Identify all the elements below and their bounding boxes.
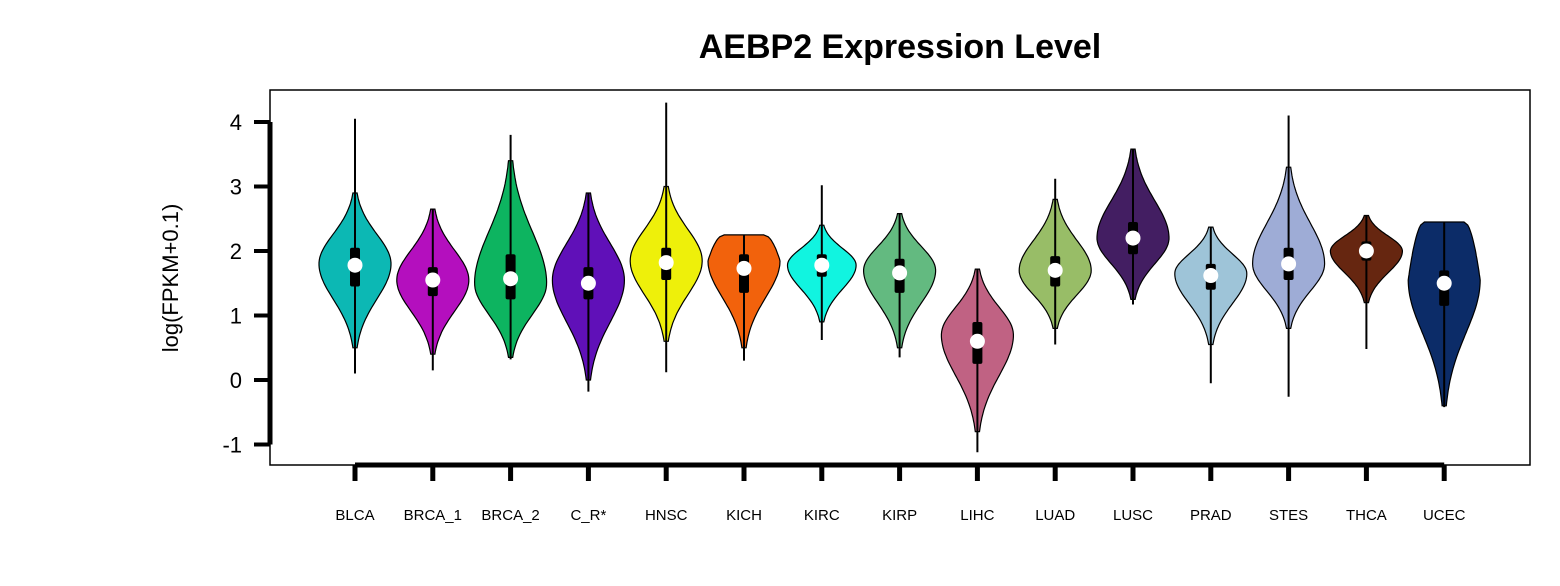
y-tick-label: 4 <box>230 110 242 135</box>
violin-kirp <box>863 213 937 358</box>
x-tick-label: UCEC <box>1423 507 1466 524</box>
violin-blca <box>318 118 392 374</box>
median-point <box>1281 256 1297 272</box>
violin-thca <box>1329 214 1403 350</box>
y-tick-label: 0 <box>230 368 242 393</box>
y-tick-label: 3 <box>230 175 242 200</box>
median-point <box>658 255 674 271</box>
x-tick-label: HNSC <box>645 507 688 524</box>
chart-title: AEBP2 Expression Level <box>699 28 1102 66</box>
x-tick-label: KICH <box>726 507 762 524</box>
violin-ucec <box>1407 221 1481 408</box>
median-point <box>347 257 363 273</box>
x-tick-label: STES <box>1269 507 1308 524</box>
median-point <box>1358 243 1374 259</box>
median-point <box>969 333 985 349</box>
violin-kich <box>707 234 781 361</box>
x-tick-label: BLCA <box>335 507 374 524</box>
median-point <box>503 271 519 287</box>
x-tick-label: LUSC <box>1113 507 1153 524</box>
x-tick-label: BRCA_2 <box>481 507 539 524</box>
violin-brca-2 <box>473 134 548 360</box>
x-tick-label: PRAD <box>1190 507 1232 524</box>
x-tick-label: THCA <box>1346 507 1387 524</box>
median-point <box>814 257 830 273</box>
median-point <box>736 260 752 276</box>
x-tick-label: KIRP <box>882 507 917 524</box>
violin-lusc <box>1096 148 1170 305</box>
median-point <box>580 275 596 291</box>
median-point <box>425 272 441 288</box>
y-axis: -1 0 1 2 3 4 <box>222 110 273 458</box>
violin-prad <box>1174 226 1248 384</box>
violin-hnsc <box>629 102 703 373</box>
median-point <box>1436 275 1452 291</box>
violin-c-r- <box>551 192 626 392</box>
y-tick-label: 2 <box>230 239 242 264</box>
violins-group <box>318 102 1481 453</box>
violin-brca-1 <box>396 208 470 371</box>
x-tick-label: LUAD <box>1035 507 1075 524</box>
y-tick-label: 1 <box>230 304 242 329</box>
violin-stes <box>1251 115 1326 397</box>
violin-kirc <box>786 185 857 341</box>
y-axis-label: log(FPKM+0.1) <box>158 204 183 353</box>
median-point <box>1125 230 1141 246</box>
x-axis: BLCA BRCA_1 BRCA_2 C_R* HNSC KICH KIRC KIRP LIHC… <box>335 462 1466 524</box>
x-tick-label: KIRC <box>804 507 840 524</box>
median-point <box>892 265 908 281</box>
median-point <box>1203 268 1219 284</box>
median-point <box>1047 262 1063 278</box>
x-tick-label: C_R* <box>570 507 606 524</box>
x-tick-label: BRCA_1 <box>404 507 462 524</box>
x-tick-label: LIHC <box>960 507 994 524</box>
violin-lihc <box>940 268 1014 453</box>
violin-luad <box>1018 178 1092 345</box>
y-tick-label: -1 <box>222 433 242 458</box>
